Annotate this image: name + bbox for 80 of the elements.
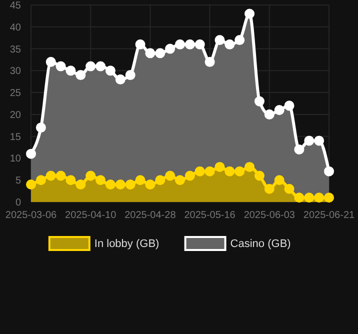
point: [115, 74, 126, 84]
point: [284, 184, 294, 194]
point: [304, 136, 314, 146]
point: [105, 179, 116, 190]
y-tick-label: 15: [10, 132, 22, 143]
y-tick-label: 40: [10, 22, 22, 34]
point: [204, 56, 215, 67]
point: [56, 61, 66, 72]
point: [155, 48, 166, 58]
point: [264, 184, 274, 194]
point: [274, 105, 284, 116]
x-tick-label: 2025-03-06: [5, 210, 58, 221]
point: [36, 175, 46, 186]
y-tick-label: 30: [10, 66, 22, 78]
point: [254, 96, 264, 106]
point: [174, 39, 186, 50]
point: [224, 166, 235, 176]
point: [324, 192, 334, 203]
point: [294, 144, 304, 154]
point: [26, 148, 36, 159]
y-tick-label: 20: [10, 110, 22, 121]
point: [105, 66, 116, 76]
point: [86, 170, 96, 181]
point: [155, 175, 166, 186]
point: [86, 61, 96, 72]
point: [96, 175, 106, 186]
point: [194, 166, 205, 176]
point: [314, 136, 324, 146]
y-tick-label: 10: [10, 154, 22, 165]
y-tick-label: 45: [10, 0, 22, 12]
point: [264, 109, 274, 120]
point: [234, 166, 245, 176]
point: [234, 35, 245, 46]
point: [174, 175, 186, 186]
point: [76, 179, 86, 190]
point: [56, 170, 66, 181]
point: [294, 192, 304, 203]
legend-label: Casino (GB): [230, 238, 291, 250]
point: [194, 39, 205, 50]
point: [125, 70, 136, 80]
point: [224, 39, 235, 50]
point: [66, 175, 76, 186]
legend-label: In lobby (GB): [94, 238, 160, 250]
point: [46, 56, 56, 67]
point: [26, 179, 36, 190]
y-tick-label: 0: [15, 198, 22, 208]
y-tick-label: 25: [10, 88, 22, 100]
x-tick-label: 2025-04-28: [124, 210, 176, 221]
x-tick-label: 2025-05-16: [184, 210, 236, 221]
point: [254, 170, 264, 181]
point: [214, 162, 225, 172]
point: [165, 44, 176, 54]
y-tick-label: 5: [15, 176, 22, 187]
point: [184, 39, 195, 50]
point: [76, 70, 86, 80]
point: [244, 162, 255, 172]
point: [314, 192, 324, 203]
point: [145, 179, 156, 190]
x-tick-label: 2025-06-21: [303, 210, 356, 221]
y-tick-label: 35: [10, 44, 22, 56]
point: [125, 179, 136, 190]
point: [135, 39, 146, 50]
point: [214, 35, 225, 46]
point: [304, 192, 314, 203]
point: [184, 170, 195, 181]
point: [135, 175, 146, 186]
point: [66, 66, 76, 76]
x-tick-label: 2025-04-10: [65, 210, 117, 221]
point: [96, 61, 106, 72]
point: [145, 48, 156, 58]
point: [46, 170, 56, 181]
point: [274, 175, 284, 186]
point: [244, 8, 255, 19]
point: [36, 122, 46, 133]
x-tick-label: 2025-06-03: [244, 210, 296, 221]
point: [204, 166, 215, 176]
point: [115, 179, 126, 190]
point: [324, 166, 334, 176]
point: [165, 170, 176, 181]
point: [284, 100, 294, 111]
